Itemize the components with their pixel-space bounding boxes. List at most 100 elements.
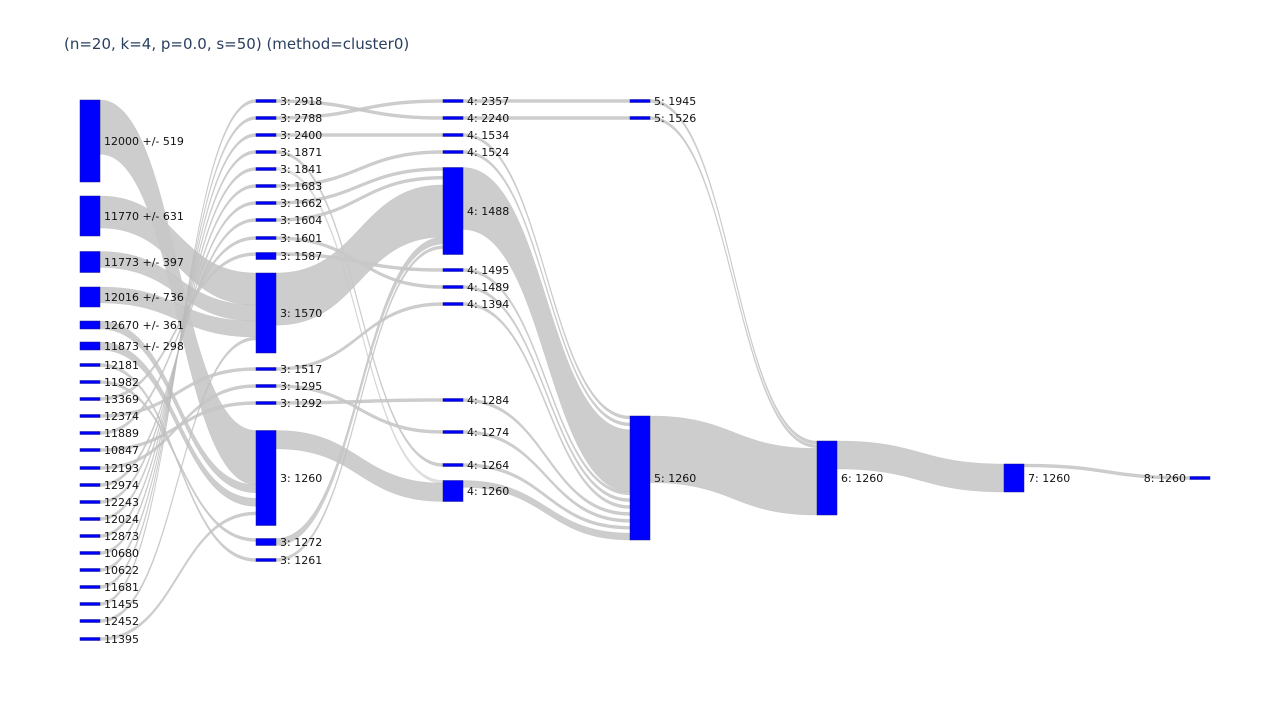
node-label-c1_15: 3: 1272 — [280, 536, 322, 549]
node-c1_6[interactable] — [255, 201, 277, 205]
node-c0_11[interactable] — [79, 448, 101, 452]
node-c0_9[interactable] — [79, 414, 101, 418]
node-c0_4[interactable] — [79, 320, 101, 330]
node-c2_0[interactable] — [442, 99, 464, 103]
node-c0_10[interactable] — [79, 431, 101, 435]
node-label-c1_1: 3: 2788 — [280, 112, 322, 125]
node-label-c0_19: 11681 — [104, 581, 139, 594]
node-label-c3_2: 5: 1260 — [654, 472, 696, 485]
node-label-c2_11: 4: 1260 — [467, 485, 509, 498]
node-c1_13[interactable] — [255, 401, 277, 405]
node-c1_0[interactable] — [255, 99, 277, 103]
node-label-c0_13: 12974 — [104, 479, 139, 492]
node-label-c2_0: 4: 2357 — [467, 95, 509, 108]
node-label-c1_5: 3: 1683 — [280, 180, 322, 193]
node-c1_15[interactable] — [255, 538, 277, 546]
node-c1_12[interactable] — [255, 384, 277, 388]
node-c1_5[interactable] — [255, 184, 277, 188]
node-label-c2_9: 4: 1274 — [467, 426, 509, 439]
node-label-c0_9: 12374 — [104, 410, 139, 423]
node-c2_6[interactable] — [442, 285, 464, 289]
node-label-c1_9: 3: 1587 — [280, 250, 322, 263]
node-c0_15[interactable] — [79, 517, 101, 521]
node-c0_0[interactable] — [79, 99, 101, 183]
node-label-c2_10: 4: 1264 — [467, 459, 509, 472]
node-c0_12[interactable] — [79, 466, 101, 470]
node-label-c0_5: 11873 +/- 298 — [104, 340, 184, 353]
link-c3_1-to-c4_0[interactable] — [649, 116, 818, 448]
node-c2_1[interactable] — [442, 116, 464, 120]
node-label-c0_6: 12181 — [104, 359, 139, 372]
node-c1_7[interactable] — [255, 218, 277, 222]
node-c2_11[interactable] — [442, 480, 464, 502]
node-c1_8[interactable] — [255, 236, 277, 240]
node-c0_8[interactable] — [79, 397, 101, 401]
node-c4_0[interactable] — [816, 440, 838, 516]
node-c6_0[interactable] — [1189, 476, 1211, 480]
node-c2_8[interactable] — [442, 398, 464, 402]
node-c1_16[interactable] — [255, 558, 277, 562]
node-c5_0[interactable] — [1003, 463, 1025, 493]
node-label-c0_8: 13369 — [104, 393, 139, 406]
node-c1_1[interactable] — [255, 116, 277, 120]
node-c0_1[interactable] — [79, 195, 101, 237]
node-c0_22[interactable] — [79, 637, 101, 641]
node-c2_3[interactable] — [442, 150, 464, 154]
node-c0_19[interactable] — [79, 585, 101, 589]
node-label-c3_1: 5: 1526 — [654, 112, 696, 125]
node-label-c0_18: 10622 — [104, 564, 139, 577]
nodes-layer — [79, 99, 1211, 641]
page-title: (n=20, k=4, p=0.0, s=50) (method=cluster… — [64, 35, 410, 53]
node-label-c2_6: 4: 1489 — [467, 281, 509, 294]
node-label-c0_21: 12452 — [104, 615, 139, 628]
node-label-c0_1: 11770 +/- 631 — [104, 210, 184, 223]
node-c0_18[interactable] — [79, 568, 101, 572]
node-label-c1_14: 3: 1260 — [280, 472, 322, 485]
node-label-c1_0: 3: 2918 — [280, 95, 322, 108]
node-label-c2_7: 4: 1394 — [467, 298, 509, 311]
node-label-c1_12: 3: 1295 — [280, 380, 322, 393]
node-c1_14[interactable] — [255, 430, 277, 526]
node-c0_2[interactable] — [79, 251, 101, 273]
node-c3_2[interactable] — [629, 415, 651, 541]
node-c1_2[interactable] — [255, 133, 277, 137]
node-c1_9[interactable] — [255, 252, 277, 260]
node-label-c2_2: 4: 1534 — [467, 129, 509, 142]
node-c0_17[interactable] — [79, 551, 101, 555]
labels-layer: 12000 +/- 519 11770 +/- 631 11773 +/- 397 1… — [104, 95, 1186, 646]
node-c0_6[interactable] — [79, 363, 101, 367]
node-label-c0_17: 10680 — [104, 547, 139, 560]
node-c0_3[interactable] — [79, 286, 101, 308]
node-c0_5[interactable] — [79, 341, 101, 351]
node-label-c1_11: 3: 1517 — [280, 363, 322, 376]
node-c3_1[interactable] — [629, 116, 651, 120]
node-c1_10[interactable] — [255, 272, 277, 354]
node-label-c0_14: 12243 — [104, 496, 139, 509]
node-c0_20[interactable] — [79, 602, 101, 606]
node-c0_16[interactable] — [79, 534, 101, 538]
node-label-c0_4: 12670 +/- 361 — [104, 319, 184, 332]
node-c0_21[interactable] — [79, 619, 101, 623]
node-label-c3_0: 5: 1945 — [654, 95, 696, 108]
node-c2_4[interactable] — [442, 167, 464, 255]
link-c3_0-to-c4_0[interactable] — [649, 99, 818, 445]
link-c1_14-to-c2_11[interactable] — [275, 430, 444, 502]
node-c2_10[interactable] — [442, 463, 464, 467]
node-c1_4[interactable] — [255, 167, 277, 171]
node-c0_13[interactable] — [79, 483, 101, 487]
links-layer — [99, 99, 1191, 641]
node-c0_14[interactable] — [79, 500, 101, 504]
node-c3_0[interactable] — [629, 99, 651, 103]
node-c1_11[interactable] — [255, 367, 277, 371]
node-c2_5[interactable] — [442, 268, 464, 272]
node-label-c0_15: 12024 — [104, 513, 139, 526]
node-label-c0_7: 11982 — [104, 376, 139, 389]
node-c2_9[interactable] — [442, 430, 464, 434]
node-c2_2[interactable] — [442, 133, 464, 137]
node-label-c5_0: 7: 1260 — [1028, 472, 1070, 485]
node-label-c0_22: 11395 — [104, 633, 139, 646]
node-c0_7[interactable] — [79, 380, 101, 384]
node-label-c1_8: 3: 1601 — [280, 232, 322, 245]
node-c2_7[interactable] — [442, 302, 464, 306]
node-c1_3[interactable] — [255, 150, 277, 154]
